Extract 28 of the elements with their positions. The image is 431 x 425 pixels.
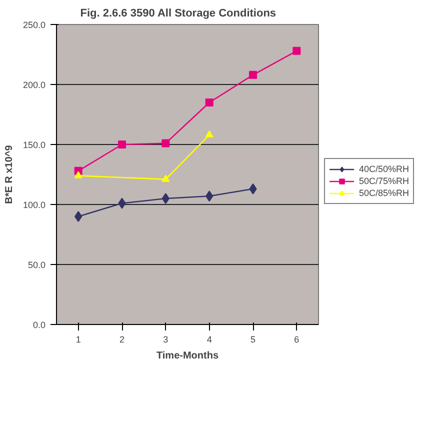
point [74, 211, 82, 222]
y-tick-label: 200.0 [22, 80, 46, 90]
x-tick-label: 6 [294, 334, 300, 344]
point [74, 171, 82, 178]
x-tick-label: 5 [250, 334, 256, 344]
point [118, 140, 126, 148]
point [205, 98, 214, 106]
y-tick-label: 0.0 [32, 320, 46, 330]
legend-label: 50C/75%RH [359, 175, 410, 187]
point [162, 193, 170, 204]
x-tick-label: 4 [206, 334, 212, 344]
y-tick-label: 150.0 [22, 140, 46, 150]
y-tick-label: 250.0 [22, 20, 46, 30]
y-axis-title: B*E R x10^9 [4, 144, 15, 204]
chart-title: Fig. 2.6.6 3590 All Storage Conditions [80, 8, 276, 20]
x-tick-label: 2 [119, 334, 125, 344]
x-tick-label: 3 [163, 334, 168, 344]
point [162, 139, 170, 148]
legend-label: 50C/85%RH [359, 187, 410, 199]
point [205, 130, 214, 138]
y-tick-label: 100.0 [22, 200, 46, 210]
y-tick-label: 50.0 [28, 260, 46, 270]
point [249, 70, 257, 79]
x-axis-title: Time-Months [156, 350, 219, 362]
point [162, 174, 170, 182]
x-tick-label: 1 [76, 334, 81, 344]
legend-label: 40C/50%RH [359, 163, 410, 175]
point [292, 46, 301, 55]
